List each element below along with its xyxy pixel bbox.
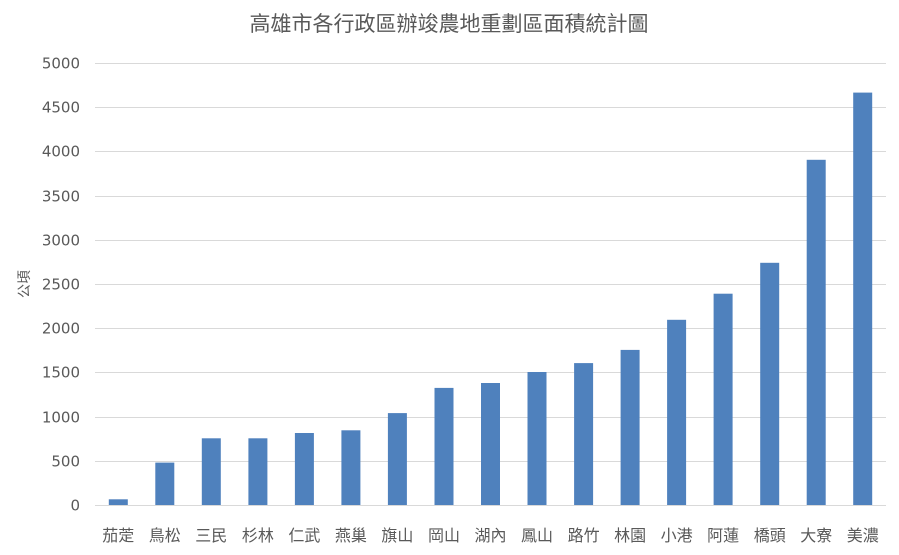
bar-1 — [155, 462, 175, 505]
y-tick-label: 5000 — [42, 55, 80, 73]
x-axis-categories: 茄萣 鳥松 三民 杉林 仁武 燕巢 旗山 岡山 湖內 鳳山 路竹 林園 小港 阿蓮 橋頭 大寮 美濃 — [102, 526, 878, 545]
chart-title: 高雄市各行政區辦竣農地重劃區面積統計圖 — [250, 12, 649, 36]
bar-16 — [853, 92, 873, 505]
bar-14 — [760, 262, 780, 505]
x-category-label: 美濃 — [847, 526, 879, 545]
bar-8 — [481, 383, 500, 505]
x-category-label: 路竹 — [568, 526, 600, 545]
x-category-label: 三民 — [195, 526, 227, 545]
y-tick-label: 3500 — [42, 188, 80, 206]
y-tick-label: 1000 — [42, 409, 80, 427]
bar-4 — [294, 433, 314, 505]
bar-3 — [248, 438, 268, 505]
x-category-label: 燕巢 — [335, 526, 367, 545]
y-tick-label: 4500 — [42, 99, 80, 117]
y-tick-label: 4000 — [42, 143, 80, 161]
x-category-label: 林園 — [614, 526, 646, 545]
x-category-label: 橋頭 — [754, 526, 786, 545]
bar-2 — [201, 438, 221, 505]
y-tick-label: 2500 — [42, 276, 80, 294]
y-tick-label: 1500 — [42, 364, 80, 382]
x-category-label: 仁武 — [288, 526, 320, 545]
x-category-label: 鳳山 — [521, 526, 553, 545]
gridlines — [95, 63, 886, 506]
bar-0 — [108, 499, 128, 505]
y-tick-label: 0 — [70, 497, 80, 515]
bar-9 — [527, 372, 547, 505]
bar-10 — [574, 363, 594, 505]
y-tick-label: 2000 — [42, 320, 80, 338]
bar-6 — [387, 413, 407, 505]
bar-12 — [667, 319, 687, 505]
bars — [108, 92, 873, 506]
y-axis-label: 公頃 — [17, 270, 33, 298]
bar-13 — [713, 293, 733, 505]
bar-11 — [620, 349, 640, 505]
x-category-label: 大寮 — [800, 526, 832, 545]
y-axis-ticks: 0 500 1000 1500 2000 2500 3000 3500 4000 4500 5000 — [42, 55, 80, 515]
x-category-label: 小港 — [661, 526, 693, 545]
y-tick-label: 3000 — [42, 232, 80, 250]
x-category-label: 旗山 — [381, 526, 413, 545]
y-tick-label: 500 — [51, 453, 80, 471]
bar-5 — [341, 430, 361, 505]
bar-15 — [806, 159, 826, 506]
bar-7 — [434, 387, 454, 505]
x-category-label: 湖內 — [474, 526, 506, 545]
x-category-label: 岡山 — [428, 526, 460, 545]
x-category-label: 茄萣 — [102, 526, 134, 545]
x-category-label: 杉林 — [242, 526, 274, 545]
x-category-label: 鳥松 — [149, 526, 181, 545]
x-category-label: 阿蓮 — [707, 526, 739, 545]
